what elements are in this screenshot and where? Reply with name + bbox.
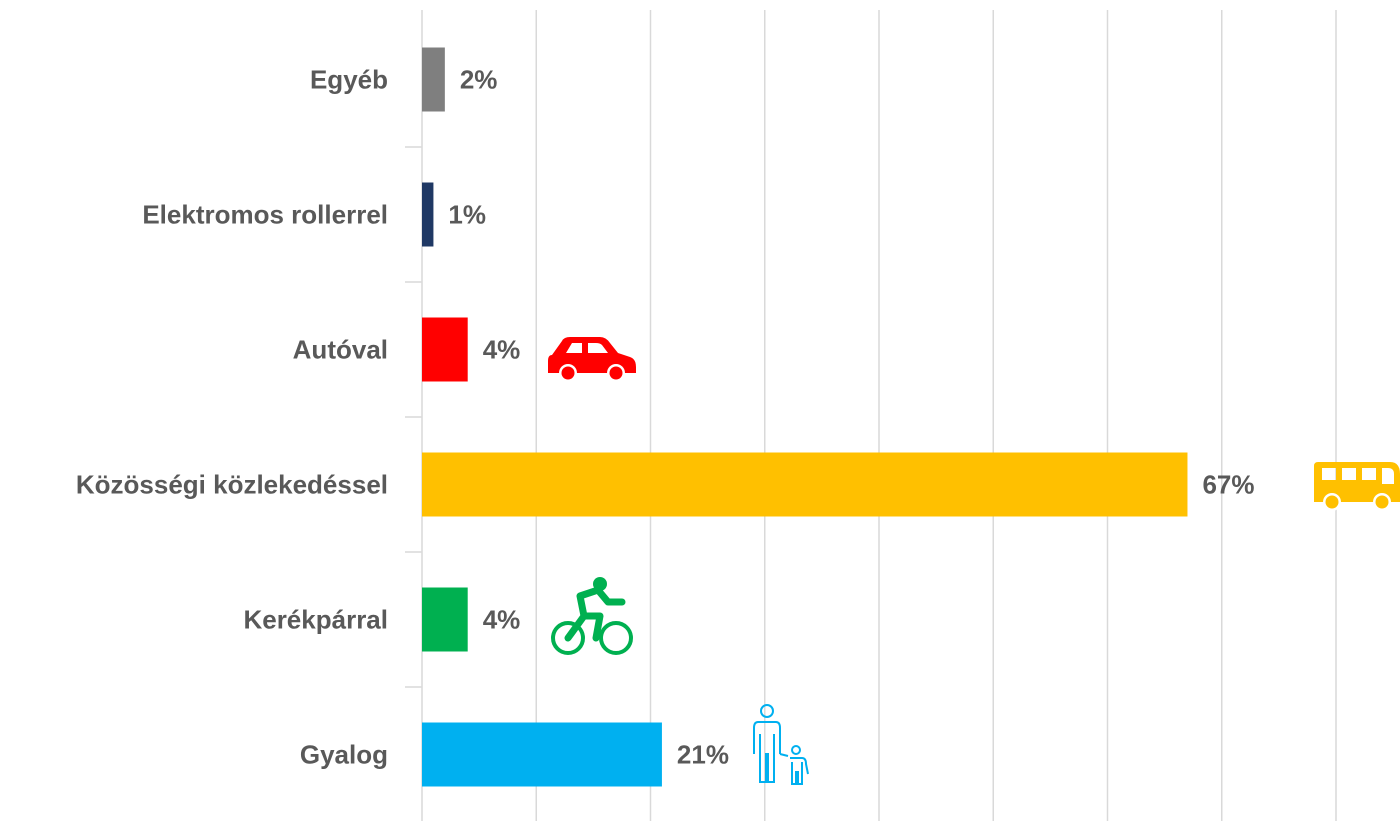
bars: 2% 1% 4% 67% 4% 21% [422, 47, 1255, 787]
category-label: Kerékpárral [243, 604, 388, 634]
bicycle-icon [551, 577, 633, 655]
bar [422, 722, 662, 787]
category-label: Gyalog [300, 739, 388, 769]
bar [422, 317, 468, 382]
data-label: 1% [448, 199, 486, 229]
data-label: 21% [677, 739, 729, 769]
bar [422, 452, 1188, 517]
category-label: Autóval [293, 334, 388, 364]
category-label: Egyéb [310, 64, 388, 94]
bus-icon [1314, 462, 1400, 511]
car-icon [548, 337, 636, 382]
bar [422, 47, 445, 112]
grid [405, 10, 1337, 821]
data-label: 4% [483, 604, 521, 634]
bar [422, 182, 434, 247]
pedestrian-icon [753, 704, 809, 785]
data-label: 4% [483, 334, 521, 364]
data-label: 67% [1202, 469, 1254, 499]
category-label: Elektromos rollerrel [142, 199, 388, 229]
bar [422, 587, 468, 652]
category-label: Közösségi közlekedéssel [76, 469, 388, 499]
data-label: 2% [460, 64, 498, 94]
